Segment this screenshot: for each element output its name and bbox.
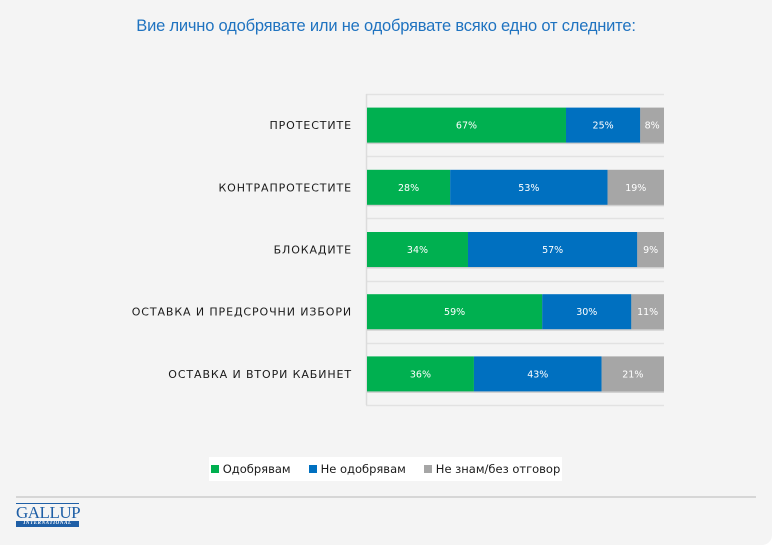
legend-label-disapprove: Не одобрявам <box>320 462 406 476</box>
data-label: 8% <box>645 121 660 132</box>
legend: Одобрявам Не одобрявам Не знам/без отгов… <box>209 457 562 481</box>
legend-swatch-dont-know <box>423 465 432 473</box>
data-label: 59% <box>444 307 465 318</box>
bar-segment-disapprove <box>450 169 608 205</box>
data-label: 28% <box>398 183 419 194</box>
category-label: БЛОКАДИТЕ <box>274 244 352 257</box>
data-label: 30% <box>576 307 597 318</box>
category-label: ПРОТЕСТИТЕ <box>269 119 352 132</box>
data-label: 67% <box>456 121 477 132</box>
bar-segment-approve <box>367 356 474 392</box>
bar-segment-dont-know <box>607 169 664 205</box>
bar-segment-disapprove <box>565 107 641 143</box>
data-label: 53% <box>518 183 539 194</box>
bar-segment-approve <box>367 232 468 267</box>
data-label: 34% <box>407 245 428 256</box>
legend-swatch-approve <box>210 465 219 473</box>
data-label: 21% <box>622 369 643 380</box>
gallup-international-logo: GALLUP INTERNATIONAL <box>16 503 81 527</box>
bar-segment-dont-know <box>601 356 664 392</box>
bar-segment-dont-know <box>637 232 664 267</box>
data-label: 25% <box>593 121 614 132</box>
legend-label-dont-know: Не знам/без отговор <box>435 462 561 476</box>
bar-segment-approve <box>367 107 566 143</box>
data-label: 57% <box>542 245 563 256</box>
bar-segment-dont-know <box>640 107 664 143</box>
bar-segment-approve <box>367 294 543 330</box>
category-label: ОСТАВКА И ПРЕДСРОЧНИ ИЗБОРИ <box>132 306 352 319</box>
category-label: КОНТРАПРОТЕСТИТЕ <box>218 181 352 194</box>
legend-item-disapprove: Не одобрявам <box>308 462 406 476</box>
category-label: ОСТАВКА И ВТОРИ КАБИНЕТ <box>168 368 352 381</box>
data-label: 9% <box>643 245 658 256</box>
bar-segment-disapprove <box>473 356 602 392</box>
chart-title: Вие лично одобрявате или не одобрявате в… <box>136 17 636 35</box>
logo-text-international: INTERNATIONAL <box>16 521 79 527</box>
legend-item-dont-know: Не знам/без отговор <box>423 462 561 476</box>
data-label: 19% <box>625 183 646 194</box>
bar-segment-approve <box>367 169 451 205</box>
data-label: 36% <box>410 369 431 380</box>
footer-divider <box>16 496 756 498</box>
data-label: 43% <box>527 369 548 380</box>
logo-text-gallup: GALLUP <box>16 503 81 522</box>
legend-item-approve: Одобрявам <box>210 462 291 476</box>
bar-segment-disapprove <box>542 294 632 330</box>
legend-swatch-disapprove <box>308 465 317 473</box>
data-label: 11% <box>637 307 658 318</box>
legend-label-approve: Одобрявам <box>222 462 291 476</box>
bar-segment-disapprove <box>467 232 638 267</box>
bar-segment-dont-know <box>631 294 664 330</box>
